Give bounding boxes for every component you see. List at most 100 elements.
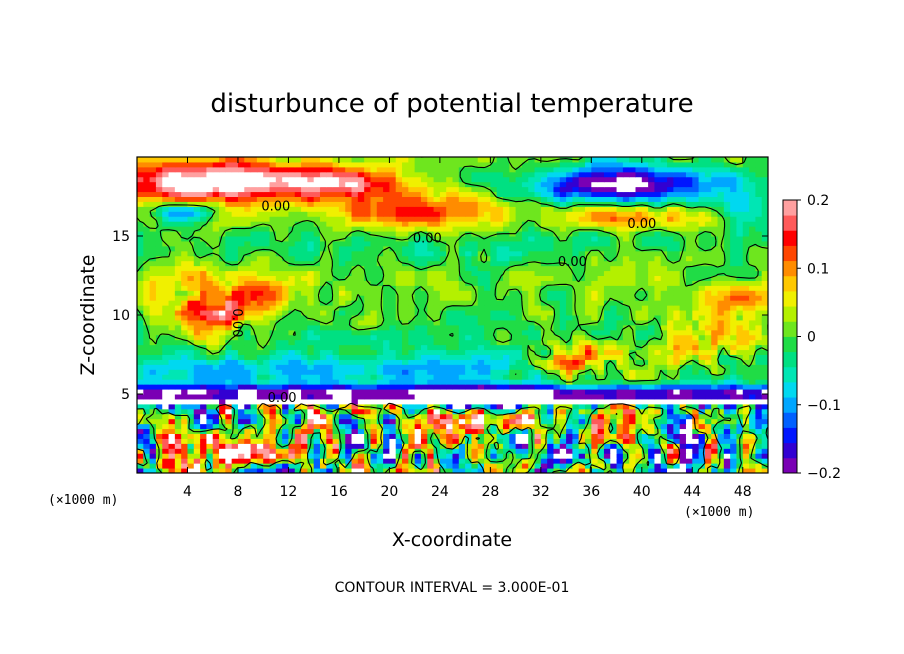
field-cell xyxy=(547,245,554,252)
field-cell xyxy=(402,285,409,291)
field-cell xyxy=(282,305,289,311)
field-cell xyxy=(749,295,756,301)
field-cell xyxy=(439,468,447,473)
field-cell xyxy=(219,280,226,286)
field-cell xyxy=(143,231,151,237)
field-cell xyxy=(439,354,447,360)
field-cell xyxy=(137,285,144,291)
field-cell xyxy=(420,329,428,336)
field-cell xyxy=(723,369,731,375)
field-cell xyxy=(458,394,466,400)
field-cell xyxy=(307,255,315,262)
field-cell xyxy=(502,260,510,267)
field-cell xyxy=(225,334,233,341)
field-cell xyxy=(364,458,371,464)
field-cell xyxy=(622,354,630,360)
field-cell xyxy=(484,255,491,262)
field-cell xyxy=(534,448,542,454)
field-cell xyxy=(452,453,460,459)
field-cell xyxy=(181,448,188,454)
field-cell xyxy=(250,240,258,247)
field-cell xyxy=(502,394,510,400)
field-cell xyxy=(761,418,768,425)
field-cell xyxy=(749,428,756,434)
field-cell xyxy=(629,374,636,380)
field-cell xyxy=(458,285,466,291)
field-cell xyxy=(250,364,258,370)
field-cell xyxy=(585,319,592,326)
field-cell xyxy=(237,315,245,321)
field-cell xyxy=(648,448,655,454)
field-cell xyxy=(610,231,618,237)
field-cell xyxy=(622,379,630,385)
field-cell xyxy=(749,403,756,410)
field-cell xyxy=(673,275,681,281)
field-cell xyxy=(698,468,706,473)
temperature-field xyxy=(137,157,768,473)
field-cell xyxy=(301,310,308,316)
field-cell xyxy=(345,300,353,306)
field-cell xyxy=(711,369,719,375)
field-cell xyxy=(383,324,390,331)
field-cell xyxy=(319,236,327,242)
field-cell xyxy=(137,236,144,242)
field-cell xyxy=(294,408,302,415)
field-cell xyxy=(648,389,655,395)
field-cell xyxy=(692,438,700,444)
field-cell xyxy=(711,329,719,336)
field-cell xyxy=(673,265,681,272)
field-cell xyxy=(294,379,302,385)
field-cell xyxy=(282,468,289,473)
field-cell xyxy=(755,329,763,336)
field-cell xyxy=(540,295,548,301)
field-cell xyxy=(553,389,561,395)
field-cell xyxy=(685,315,693,321)
field-cell xyxy=(446,265,453,272)
field-cell xyxy=(137,374,144,380)
field-cell xyxy=(143,413,151,420)
field-cell xyxy=(200,438,207,444)
field-cell xyxy=(572,231,580,237)
field-cell xyxy=(566,329,573,336)
field-cell xyxy=(168,329,176,336)
field-cell xyxy=(200,240,207,247)
field-cell xyxy=(566,349,573,355)
field-cell xyxy=(603,236,611,242)
field-cell xyxy=(660,438,668,444)
field-cell xyxy=(155,250,163,257)
field-cell xyxy=(559,423,567,430)
field-cell xyxy=(174,443,182,449)
field-cell xyxy=(471,329,479,336)
field-cell xyxy=(648,398,655,405)
field-cell xyxy=(471,315,479,321)
field-cell xyxy=(572,453,580,459)
field-cell xyxy=(200,364,207,370)
field-cell xyxy=(597,231,605,237)
field-cell xyxy=(477,319,485,326)
field-cell xyxy=(427,369,435,375)
field-cell xyxy=(635,324,643,331)
field-cell xyxy=(282,265,289,272)
field-cell xyxy=(155,231,163,237)
field-cell xyxy=(742,458,750,464)
field-cell xyxy=(219,403,226,410)
field-cell xyxy=(433,379,441,385)
field-cell xyxy=(427,408,435,415)
field-cell xyxy=(629,310,636,316)
field-cell xyxy=(383,384,390,390)
field-cell xyxy=(307,305,315,311)
field-cell xyxy=(319,379,327,385)
field-cell xyxy=(395,448,403,454)
field-cell xyxy=(635,413,643,420)
field-cell xyxy=(597,295,605,301)
field-cell xyxy=(402,389,409,395)
field-cell xyxy=(736,344,744,351)
field-cell xyxy=(395,290,403,296)
field-cell xyxy=(263,275,271,281)
field-cell xyxy=(433,250,441,257)
field-cell xyxy=(509,265,517,272)
field-cell xyxy=(736,384,744,390)
field-cell xyxy=(704,250,712,257)
field-cell xyxy=(629,295,636,301)
field-cell xyxy=(597,305,605,311)
